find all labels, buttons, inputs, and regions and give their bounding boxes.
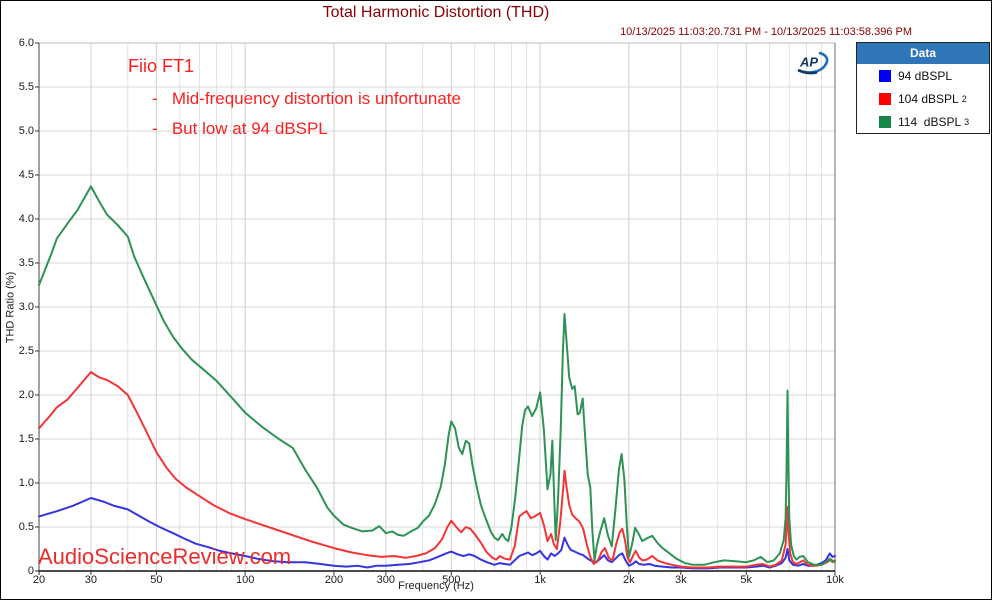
x-tick-label: 20: [32, 574, 46, 586]
y-tick-label: 2.5: [18, 345, 34, 357]
series-color-swatch-green: [879, 115, 891, 128]
x-tick-label: 500: [442, 574, 461, 586]
legend-item-114dbspl: 114 dBSPL 3: [857, 110, 989, 133]
series-color-swatch-red: [879, 92, 891, 105]
legend-item-94dbspl: 94 dBSPL: [857, 64, 989, 87]
x-tick-label: 3k: [674, 574, 687, 586]
measurement-timestamp: 10/13/2025 11:03:20.731 PM - 10/13/2025 …: [620, 26, 912, 38]
y-tick-label: 6.0: [18, 37, 34, 49]
y-tick-label: 5.5: [18, 81, 34, 93]
series-94-dbspl: [38, 497, 836, 570]
ap-logo-icon: AP: [795, 50, 833, 76]
y-tick-label: 0.5: [18, 521, 34, 533]
y-tick-label: 2.0: [18, 389, 34, 401]
y-tick-label: 3.0: [18, 301, 34, 313]
x-tick-label: 50: [150, 574, 163, 586]
y-tick-label: 5.0: [18, 125, 34, 137]
legend-label: 114 dBSPL: [898, 114, 962, 129]
annotation-device-name: Fiio FT1: [128, 56, 195, 76]
y-tick-label: 3.5: [18, 257, 34, 269]
watermark-text: AudioScienceReview.com: [38, 544, 292, 569]
legend-label: 104 dBSPL: [898, 91, 959, 106]
svg-text:AP: AP: [799, 55, 818, 70]
x-axis-title: Frequency (Hz): [398, 580, 474, 592]
x-tick-label: 2k: [623, 574, 635, 586]
x-tick-label: 300: [376, 574, 396, 586]
y-tick-label: 1.5: [18, 433, 34, 445]
legend-item-104dbspl: 104 dBSPL 2: [857, 87, 989, 110]
x-tick-label: 5k: [740, 574, 753, 586]
series-114-dbspl: [38, 185, 836, 566]
annotation-note-2: - But low at 94 dBSPL: [152, 119, 328, 138]
legend-header: Data: [857, 43, 989, 64]
y-tick-label: 1.0: [18, 477, 34, 489]
legend-channel-number: 3: [964, 116, 970, 127]
annotation-note-1: - Mid-frequency distortion is unfortunat…: [152, 89, 461, 108]
series-104-dbspl: [38, 371, 836, 569]
legend: Data 94 dBSPL 104 dBSPL 2 114 dBSPL 3: [856, 42, 990, 134]
x-tick-label: 100: [235, 574, 255, 586]
x-tick-label: 10k: [826, 574, 844, 586]
y-tick-label: 0: [27, 565, 34, 577]
series-color-swatch-blue: [879, 69, 891, 82]
x-tick-label: 1k: [534, 574, 546, 586]
chart-title: Total Harmonic Distortion (THD): [322, 4, 550, 21]
y-tick-label: 4.5: [18, 169, 34, 181]
y-tick-label: 4.0: [18, 213, 34, 225]
legend-channel-number: 2: [961, 93, 967, 104]
x-tick-label: 200: [324, 574, 344, 586]
legend-label: 94 dBSPL: [898, 68, 953, 83]
x-tick-label: 30: [84, 574, 98, 586]
